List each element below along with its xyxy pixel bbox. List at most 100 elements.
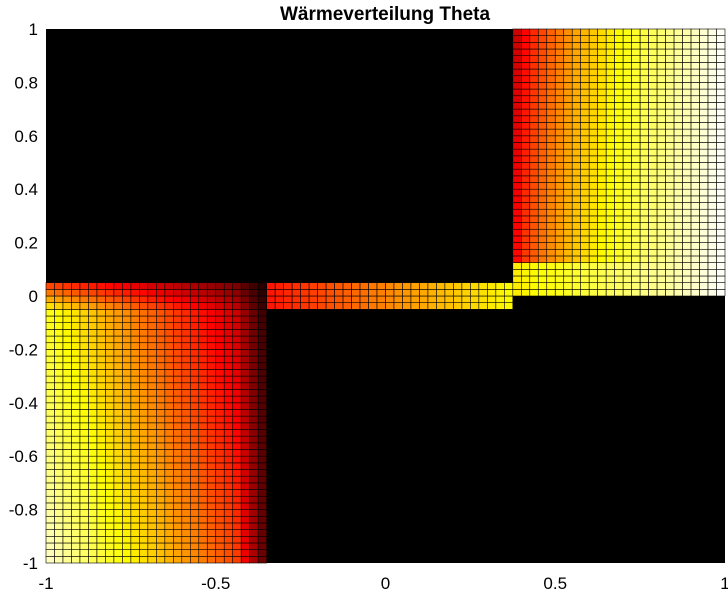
heatmap-cell	[215, 342, 225, 350]
heatmap-cell	[520, 142, 531, 150]
heatmap-cell	[257, 375, 267, 384]
heatmap-cell	[571, 135, 582, 143]
heatmap-cell	[631, 275, 641, 283]
heatmap-cell	[249, 495, 259, 504]
heatmap-cell	[130, 482, 140, 490]
heatmap-cell	[189, 442, 200, 450]
heatmap-cell	[512, 215, 522, 223]
heatmap-cell	[716, 289, 726, 297]
y-tick-label: -0.4	[9, 394, 38, 413]
heatmap-cell	[122, 289, 132, 297]
heatmap-cell	[622, 182, 632, 190]
heatmap-cell	[656, 162, 666, 170]
heatmap-cell	[639, 135, 649, 143]
heatmap-cell	[673, 188, 683, 197]
heatmap-cell	[79, 309, 89, 317]
heatmap-cell	[113, 369, 123, 377]
heatmap-cell	[580, 188, 590, 197]
heatmap-cell	[71, 429, 81, 437]
heatmap-cell	[173, 315, 183, 323]
heatmap-cell	[249, 522, 259, 530]
heatmap-cell	[88, 442, 98, 450]
heatmap-cell	[546, 282, 556, 290]
heatmap-cell	[571, 128, 582, 137]
heatmap-cell	[71, 509, 81, 517]
heatmap-cell	[71, 475, 81, 484]
heatmap-cell	[597, 268, 607, 277]
heatmap-cell	[605, 168, 615, 177]
heatmap-cell	[419, 282, 429, 290]
heatmap-cell	[436, 289, 446, 297]
heatmap-cell	[699, 289, 709, 297]
heatmap-cell	[529, 148, 539, 157]
heatmap-cell	[105, 495, 115, 504]
heatmap-cell	[249, 435, 259, 444]
heatmap-cell	[156, 342, 166, 350]
heatmap-cell	[631, 235, 641, 243]
heatmap-cell	[665, 195, 675, 203]
heatmap-cell	[571, 95, 582, 103]
heatmap-cell	[232, 415, 242, 424]
heatmap-cell	[88, 389, 98, 397]
heatmap-cell	[113, 462, 123, 470]
heatmap-cell	[181, 322, 191, 330]
heatmap-cell	[588, 182, 598, 190]
heatmap-cell	[215, 335, 225, 344]
heatmap-cell	[257, 529, 267, 537]
heatmap-cell	[707, 102, 717, 110]
heatmap-cell	[376, 289, 386, 297]
heatmap-cell	[173, 489, 183, 497]
heatmap-cell	[512, 102, 522, 110]
heatmap-cell	[147, 502, 157, 510]
heatmap-cell	[232, 435, 242, 444]
heatmap-cell	[648, 228, 658, 237]
heatmap-cell	[648, 168, 658, 177]
heatmap-cell	[181, 369, 191, 377]
heatmap-cell	[113, 475, 123, 484]
heatmap-cell	[206, 515, 217, 524]
heatmap-cell	[71, 449, 81, 457]
heatmap-cell	[45, 449, 55, 457]
heatmap-cell	[665, 75, 675, 83]
heatmap-cell	[198, 329, 208, 337]
heatmap-cell	[139, 302, 149, 310]
heatmap-cell	[173, 302, 183, 310]
heatmap-cell	[105, 409, 115, 417]
heatmap-cell	[96, 556, 106, 564]
heatmap-cell	[113, 469, 123, 477]
heatmap-cell	[673, 208, 683, 217]
heatmap-cell	[257, 369, 267, 377]
heatmap-cell	[597, 248, 607, 257]
heatmap-cell	[223, 302, 234, 310]
heatmap-cell	[164, 442, 174, 450]
heatmap-cell	[189, 502, 200, 510]
heatmap-cell	[113, 335, 123, 344]
heatmap-cell	[130, 542, 140, 550]
heatmap-cell	[240, 342, 251, 350]
heatmap-cell	[639, 28, 649, 36]
heatmap-cell	[648, 28, 658, 36]
heatmap-cell	[206, 489, 217, 497]
heatmap-cell	[665, 128, 675, 137]
heatmap-cell	[648, 202, 658, 210]
heatmap-cell	[88, 482, 98, 490]
heatmap-cell	[274, 302, 284, 310]
heatmap-cell	[639, 48, 649, 57]
heatmap-cell	[580, 128, 590, 137]
heatmap-cell	[690, 82, 700, 90]
heatmap-cell	[597, 235, 607, 243]
heatmap-cell	[147, 315, 157, 323]
heatmap-cell	[537, 55, 548, 63]
heatmap-cell	[512, 182, 522, 190]
heatmap-cell	[597, 175, 607, 183]
heatmap-cell	[554, 115, 565, 123]
heatmap-cell	[436, 295, 446, 303]
heatmap-cell	[257, 502, 267, 510]
heatmap-cell	[240, 442, 251, 450]
heatmap-cell	[563, 42, 573, 50]
heatmap-cell	[130, 529, 140, 537]
heatmap-cell	[105, 315, 115, 323]
heatmap-cell	[537, 48, 548, 57]
heatmap-cell	[605, 282, 615, 290]
heatmap-cell	[240, 556, 251, 564]
